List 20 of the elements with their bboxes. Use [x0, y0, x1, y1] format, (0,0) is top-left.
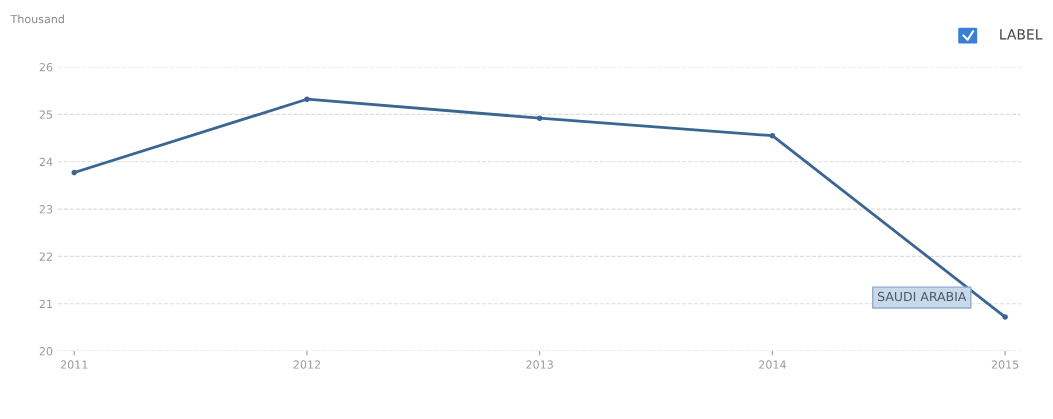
point: [71, 169, 77, 176]
y-axis-title: Thousand: [10, 14, 64, 24]
series-label: SAUDI ARABIA: [877, 291, 967, 302]
x-tick-label: 2013: [526, 360, 553, 369]
y-tick-label: 22: [39, 252, 52, 261]
x-tick-label: 2015: [991, 360, 1019, 369]
y-tick-label: 23: [39, 205, 53, 214]
x-tick-label: 2014: [759, 360, 786, 369]
point: [304, 96, 310, 103]
y-tick-label: 26: [39, 63, 53, 72]
x-tick-label: 2011: [60, 360, 88, 369]
x-tick-label: 2012: [293, 360, 320, 369]
point: [1002, 314, 1008, 320]
y-tick-label: 24: [39, 157, 53, 166]
y-tick-label: 21: [39, 299, 53, 308]
y-tick-label: 25: [39, 110, 53, 119]
point: [769, 132, 776, 139]
text: LABEL: [1000, 29, 1043, 40]
point: [536, 115, 543, 121]
y-tick-label: 20: [39, 347, 53, 356]
